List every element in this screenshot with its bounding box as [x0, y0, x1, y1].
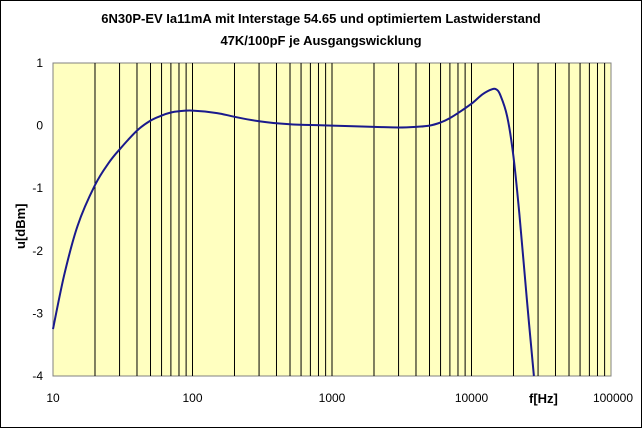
- y-axis-label: u[dBm]: [13, 204, 28, 250]
- chart-title-line1: 6N30P-EV Ia11mA mit Interstage 54.65 und…: [101, 11, 541, 26]
- y-tick-label: -3: [32, 306, 43, 320]
- y-tick-label: 1: [36, 56, 43, 70]
- y-tick-label: 0: [36, 119, 43, 133]
- y-tick-labels: 1 0 -1 -2 -3 -4: [32, 56, 43, 383]
- chart-title-line2: 47K/100pF je Ausgangswicklung: [220, 33, 421, 48]
- x-tick-label: 1000: [319, 391, 346, 405]
- y-tick-label: -1: [32, 181, 43, 195]
- grid-lines: [94, 63, 606, 376]
- series-line: [52, 87, 535, 377]
- x-tick-labels: 10 100 1000 10000 100000: [46, 391, 633, 405]
- x-tick-label: 10: [46, 391, 60, 405]
- x-axis-label: f[Hz]: [529, 391, 558, 406]
- x-tick-label: 10000: [455, 391, 489, 405]
- y-tick-label: -4: [32, 369, 43, 383]
- x-tick-label: 100000: [593, 391, 633, 405]
- x-tick-label: 100: [182, 391, 202, 405]
- y-tick-label: -2: [32, 244, 43, 258]
